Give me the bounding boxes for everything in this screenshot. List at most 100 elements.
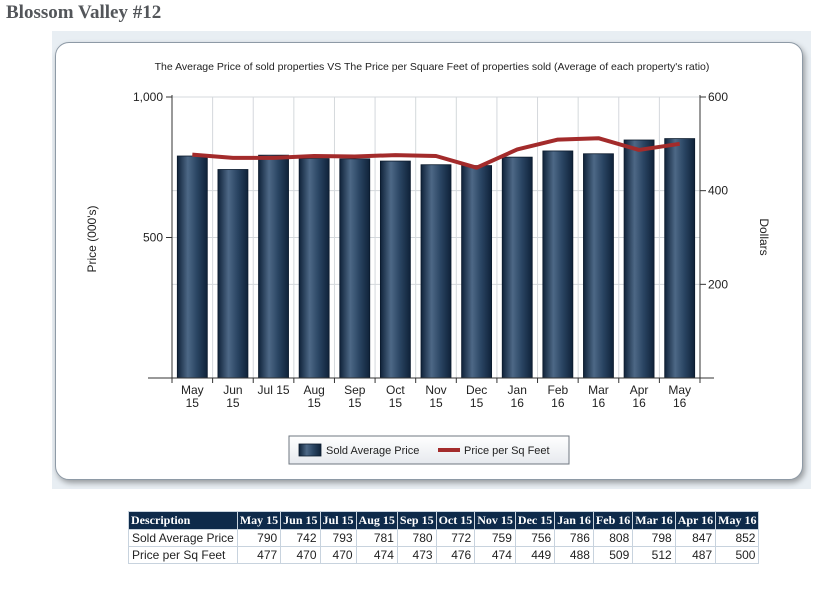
x-tick-label-year: 15 — [470, 396, 484, 410]
table-cell: 759 — [474, 529, 516, 547]
table-cell: 473 — [396, 546, 437, 564]
column-header: Jun 15 — [280, 511, 321, 530]
table-cell: 790 — [236, 529, 282, 547]
table-cell: 488 — [554, 546, 594, 564]
x-tick-label-year: 15 — [429, 396, 443, 410]
y-axis-left-title: Price (000's) — [85, 206, 99, 273]
x-tick-label: May — [181, 383, 204, 397]
table-cell: 477 — [236, 546, 282, 564]
column-header: Aug 15 — [355, 511, 398, 530]
column-header: Sep 15 — [396, 511, 437, 530]
legend-swatch-bar — [298, 443, 322, 457]
x-tick-label-year: 16 — [551, 396, 565, 410]
page-title: Blossom Valley #12 — [6, 2, 162, 23]
legend-box — [288, 435, 570, 465]
column-header: May 16 — [715, 511, 760, 530]
column-header: Oct 15 — [435, 511, 476, 530]
bar-6 — [420, 164, 452, 379]
table-cell: 781 — [355, 529, 398, 547]
x-tick-label: Sep — [344, 383, 366, 397]
bar-4 — [339, 158, 371, 379]
bar-9 — [542, 150, 574, 379]
column-header: Jul 15 — [319, 511, 357, 530]
column-header: Nov 15 — [474, 511, 516, 530]
x-tick-label: Feb — [548, 383, 569, 397]
x-tick-label-year: 15 — [186, 396, 200, 410]
legend-label-line: Price per Sq Feet — [464, 445, 550, 457]
x-tick-label: Jan — [508, 383, 527, 397]
table-cell: 808 — [592, 529, 634, 547]
column-header: Jan 16 — [554, 511, 594, 530]
legend-label-bar: Sold Average Price — [326, 445, 419, 457]
x-tick-label-year: 15 — [307, 396, 321, 410]
table-cell: 780 — [396, 529, 437, 547]
x-tick-label: Apr — [630, 383, 649, 397]
table-cell: 852 — [715, 529, 760, 547]
chart: The Average Price of sold properties VS … — [85, 61, 771, 465]
table-cell: 742 — [280, 529, 321, 547]
x-tick-label: Aug — [303, 383, 324, 397]
bar-12 — [664, 138, 696, 379]
column-header: Feb 16 — [592, 511, 634, 530]
bar-10 — [583, 153, 614, 379]
x-tick-label-year: 15 — [389, 396, 403, 410]
x-tick-label: Oct — [386, 383, 405, 397]
bar-0 — [176, 155, 208, 379]
right-tick-label: 600 — [708, 90, 728, 104]
bar-8 — [501, 156, 533, 379]
column-header-description: Description — [128, 511, 238, 530]
x-tick-label: May — [668, 383, 691, 397]
x-tick-label-year: 16 — [632, 396, 646, 410]
x-tick-label-year: 15 — [226, 396, 240, 410]
x-tick-label: Mar — [588, 383, 609, 397]
row-label: Price per Sq Feet — [128, 546, 238, 564]
x-tick-label-year: 16 — [592, 396, 606, 410]
left-tick-label: 500 — [143, 231, 163, 245]
left-tick-label: 1,000 — [133, 90, 163, 104]
x-tick-label: Dec — [466, 383, 487, 397]
bar-3 — [298, 158, 330, 379]
table-cell: 793 — [319, 529, 357, 547]
table-cell: 487 — [674, 546, 717, 564]
bar-2 — [258, 154, 289, 379]
column-header: May 15 — [236, 511, 282, 530]
table-cell: 476 — [435, 546, 476, 564]
x-tick-label: Jun — [223, 383, 242, 397]
right-tick-label: 200 — [708, 277, 728, 291]
y-axis-right-title: Dollars — [757, 218, 771, 255]
table-cell: 786 — [554, 529, 594, 547]
table-cell: 512 — [632, 546, 676, 564]
table-cell: 474 — [474, 546, 516, 564]
column-header: Apr 16 — [674, 511, 717, 530]
x-tick-label-year: 16 — [673, 396, 687, 410]
x-tick-label-year: 16 — [511, 396, 525, 410]
table-row: Price per Sq Feet 477 470 470 474 473 476 474 44… — [128, 546, 760, 564]
table-body: Sold Average Price 790 742 793 781 780 772 759 7… — [128, 529, 760, 564]
chart-title: The Average Price of sold properties VS … — [155, 61, 710, 73]
bar-7 — [461, 165, 493, 379]
bar-1 — [217, 169, 249, 379]
column-header: Dec 15 — [514, 511, 556, 530]
price-per-sqft-line — [192, 136, 680, 170]
table-cell: 798 — [632, 529, 676, 547]
bar-5 — [379, 160, 411, 379]
table-cell: 772 — [435, 529, 476, 547]
x-tick-label: Jul 15 — [258, 383, 290, 397]
column-header: Mar 16 — [632, 511, 676, 530]
table-row: Sold Average Price 790 742 793 781 780 772 759 7… — [128, 529, 760, 547]
table-cell: 449 — [514, 546, 556, 564]
chart-frame: The Average Price of sold properties VS … — [52, 31, 811, 489]
table-cell: 470 — [319, 546, 357, 564]
table-cell: 474 — [355, 546, 398, 564]
table-header-row: Description May 15 Jun 15 Jul 15 Aug 15 Sep 1… — [128, 511, 760, 530]
table-cell: 509 — [592, 546, 634, 564]
table-cell: 470 — [280, 546, 321, 564]
table-cell: 500 — [715, 546, 760, 564]
x-tick-label-year: 15 — [348, 396, 362, 410]
row-label: Sold Average Price — [128, 529, 238, 547]
x-tick-label: Nov — [425, 383, 446, 397]
table-cell: 847 — [674, 529, 717, 547]
table-cell: 756 — [514, 529, 556, 547]
bar-11 — [623, 139, 655, 379]
data-table: Description May 15 Jun 15 Jul 15 Aug 15 Sep 1… — [128, 511, 760, 564]
